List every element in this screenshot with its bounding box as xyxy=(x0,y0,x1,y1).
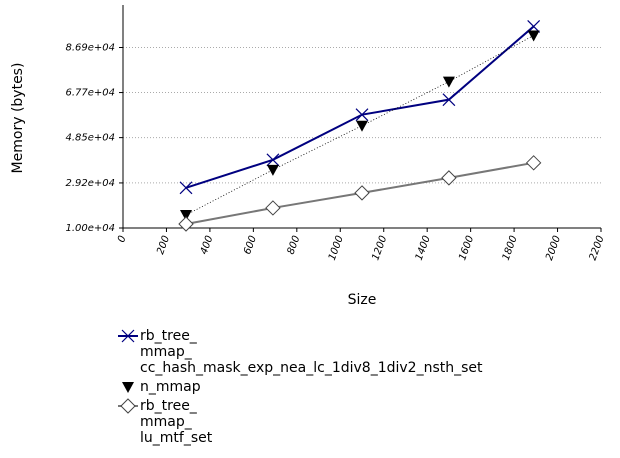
legend-entry: n_mmap xyxy=(118,379,483,395)
legend-entry: rb_tree_ mmap_ lu_mtf_set xyxy=(118,398,483,446)
x-tick-label: 400 xyxy=(199,234,216,256)
x-tick-label: 2200 xyxy=(588,234,607,262)
marker xyxy=(442,76,455,88)
y-tick-label: 8.69e+04 xyxy=(65,42,115,53)
series-line xyxy=(185,25,535,189)
y-tick-label: 6.77e+04 xyxy=(65,88,115,99)
x-tick-label: 1600 xyxy=(457,234,476,262)
marker xyxy=(265,200,281,216)
marker xyxy=(122,382,134,393)
marker xyxy=(527,20,541,33)
chart: Size Memory (bytes) 1.00e+04 2.92e+04 4.85… xyxy=(10,5,607,308)
x-tick-label: 1200 xyxy=(370,234,389,262)
marker xyxy=(266,153,280,167)
marker xyxy=(120,398,136,414)
y-axis-label: Memory (bytes) xyxy=(10,63,26,174)
x-tick-label: 0 xyxy=(116,234,129,244)
y-tick-label: 2.92e+04 xyxy=(65,178,115,189)
x-tick-label: 1000 xyxy=(327,234,346,262)
x-tick-label: 1400 xyxy=(414,234,433,262)
marker xyxy=(178,216,194,232)
x-axis-label: Size xyxy=(348,292,377,308)
x-tick-label: 200 xyxy=(155,234,172,256)
legend: rb_tree_ mmap_ cc_hash_mask_exp_nea_lc_1… xyxy=(118,328,483,449)
marker xyxy=(355,108,369,122)
marker xyxy=(179,181,193,195)
x-tick-label: 800 xyxy=(286,234,303,256)
x-tick-label: 2000 xyxy=(544,234,563,262)
marker xyxy=(266,164,279,176)
marker xyxy=(441,170,457,186)
legend-label: n_mmap xyxy=(140,379,201,395)
legend-marker xyxy=(122,382,134,393)
marker xyxy=(527,30,540,42)
legend-entry: rb_tree_ mmap_ cc_hash_mask_exp_nea_lc_1… xyxy=(118,328,483,376)
x-tick-label: 1800 xyxy=(501,234,520,262)
legend-label: rb_tree_ mmap_ lu_mtf_set xyxy=(140,398,213,446)
x-tick-label: 600 xyxy=(242,234,259,256)
marker xyxy=(121,329,135,343)
marker xyxy=(180,209,193,221)
legend-marker xyxy=(118,398,138,414)
y-tick-label: 1.00e+04 xyxy=(65,223,115,234)
legend-label: rb_tree_ mmap_ cc_hash_mask_exp_nea_lc_1… xyxy=(140,328,483,376)
y-tick-label: 4.85e+04 xyxy=(65,133,115,144)
legend-marker xyxy=(118,329,138,343)
marker xyxy=(525,155,542,171)
marker xyxy=(356,120,368,132)
marker xyxy=(442,93,456,107)
marker xyxy=(354,185,370,201)
